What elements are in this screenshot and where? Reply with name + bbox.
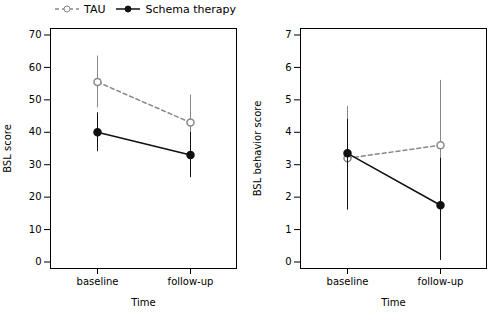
svg-text:follow-up: follow-up bbox=[418, 276, 464, 287]
svg-text:40: 40 bbox=[29, 126, 42, 137]
svg-text:Time: Time bbox=[380, 297, 405, 308]
svg-text:20: 20 bbox=[29, 191, 42, 202]
html-text:TAU: TAU bbox=[84, 2, 106, 16]
svg-text:0: 0 bbox=[285, 256, 291, 267]
svg-text:6: 6 bbox=[285, 62, 291, 73]
svg-text:60: 60 bbox=[29, 62, 42, 73]
svg-text:0: 0 bbox=[35, 256, 41, 267]
svg-text:10: 10 bbox=[29, 224, 42, 235]
svg-text:30: 30 bbox=[29, 159, 42, 170]
svg-text:baseline: baseline bbox=[327, 276, 369, 287]
svg-text:7: 7 bbox=[285, 29, 291, 40]
svg-text:1: 1 bbox=[285, 224, 291, 235]
svg-text:baseline: baseline bbox=[77, 276, 119, 287]
svg-text:follow-up: follow-up bbox=[168, 276, 214, 287]
svg-text:BSL behavior score: BSL behavior score bbox=[252, 101, 263, 197]
svg-text:BSL score: BSL score bbox=[2, 124, 13, 173]
svg-text:5: 5 bbox=[285, 94, 291, 105]
svg-text:50: 50 bbox=[29, 94, 42, 105]
svg-text:4: 4 bbox=[285, 126, 291, 137]
svg-text:2: 2 bbox=[285, 191, 291, 202]
svg-text:70: 70 bbox=[29, 29, 42, 40]
html-text:Schema therapy: Schema therapy bbox=[145, 2, 236, 16]
svg-text:Time: Time bbox=[130, 297, 155, 308]
svg-text:3: 3 bbox=[285, 159, 291, 170]
